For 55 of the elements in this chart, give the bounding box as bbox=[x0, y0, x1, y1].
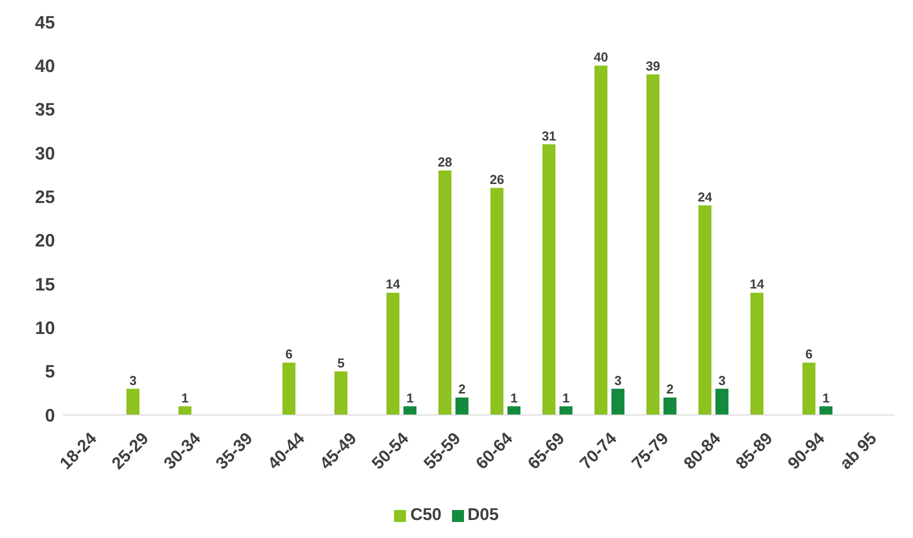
x-tick-label: ab 95 bbox=[836, 428, 880, 474]
y-tick-label: 0 bbox=[44, 405, 55, 426]
bar bbox=[178, 406, 192, 415]
data-label: 2 bbox=[666, 382, 674, 397]
bar bbox=[750, 292, 764, 415]
bar bbox=[559, 406, 572, 415]
bar bbox=[646, 74, 660, 415]
y-tick-label: 25 bbox=[34, 187, 55, 208]
bar bbox=[715, 388, 728, 415]
y-tick-label: 40 bbox=[34, 56, 55, 76]
data-label: 26 bbox=[490, 172, 504, 187]
bar bbox=[455, 398, 468, 415]
bar bbox=[663, 398, 676, 415]
bar bbox=[594, 66, 608, 415]
data-label: 1 bbox=[181, 390, 189, 406]
data-label: 1 bbox=[562, 390, 570, 406]
y-tick-label: 5 bbox=[44, 362, 55, 382]
data-label: 1 bbox=[822, 390, 830, 406]
bar bbox=[403, 406, 416, 415]
bar bbox=[819, 406, 832, 415]
legend-label: D05 bbox=[468, 505, 499, 524]
bar bbox=[282, 362, 296, 415]
data-label: 40 bbox=[594, 50, 608, 65]
y-tick-label: 45 bbox=[34, 12, 55, 32]
data-label: 3 bbox=[718, 372, 726, 388]
data-label: 3 bbox=[129, 372, 137, 388]
data-label: 39 bbox=[646, 58, 660, 74]
bar bbox=[507, 406, 520, 415]
bar bbox=[386, 292, 400, 415]
data-label: 2 bbox=[458, 382, 466, 397]
data-label: 6 bbox=[805, 346, 813, 362]
data-label: 14 bbox=[750, 276, 765, 292]
bar bbox=[611, 388, 624, 415]
data-label: 1 bbox=[510, 390, 518, 406]
bar bbox=[802, 362, 816, 415]
bar bbox=[126, 388, 140, 415]
y-tick-label: 20 bbox=[34, 230, 55, 251]
bar bbox=[334, 371, 348, 415]
data-label: 28 bbox=[438, 154, 452, 170]
data-label: 24 bbox=[698, 189, 713, 204]
y-tick-label: 10 bbox=[34, 318, 55, 338]
data-label: 14 bbox=[386, 276, 401, 292]
y-tick-label: 30 bbox=[34, 143, 55, 164]
bar bbox=[490, 188, 504, 415]
bar bbox=[438, 170, 452, 415]
data-label: 31 bbox=[542, 128, 556, 144]
data-label: 1 bbox=[406, 390, 414, 406]
bar bbox=[542, 144, 556, 415]
bar bbox=[698, 205, 712, 415]
y-tick-label: 15 bbox=[34, 274, 55, 294]
data-label: 6 bbox=[285, 346, 293, 362]
y-tick-label: 35 bbox=[34, 100, 55, 120]
data-label: 5 bbox=[337, 355, 345, 370]
data-label: 3 bbox=[614, 372, 622, 388]
legend-label: C50 bbox=[410, 505, 442, 524]
